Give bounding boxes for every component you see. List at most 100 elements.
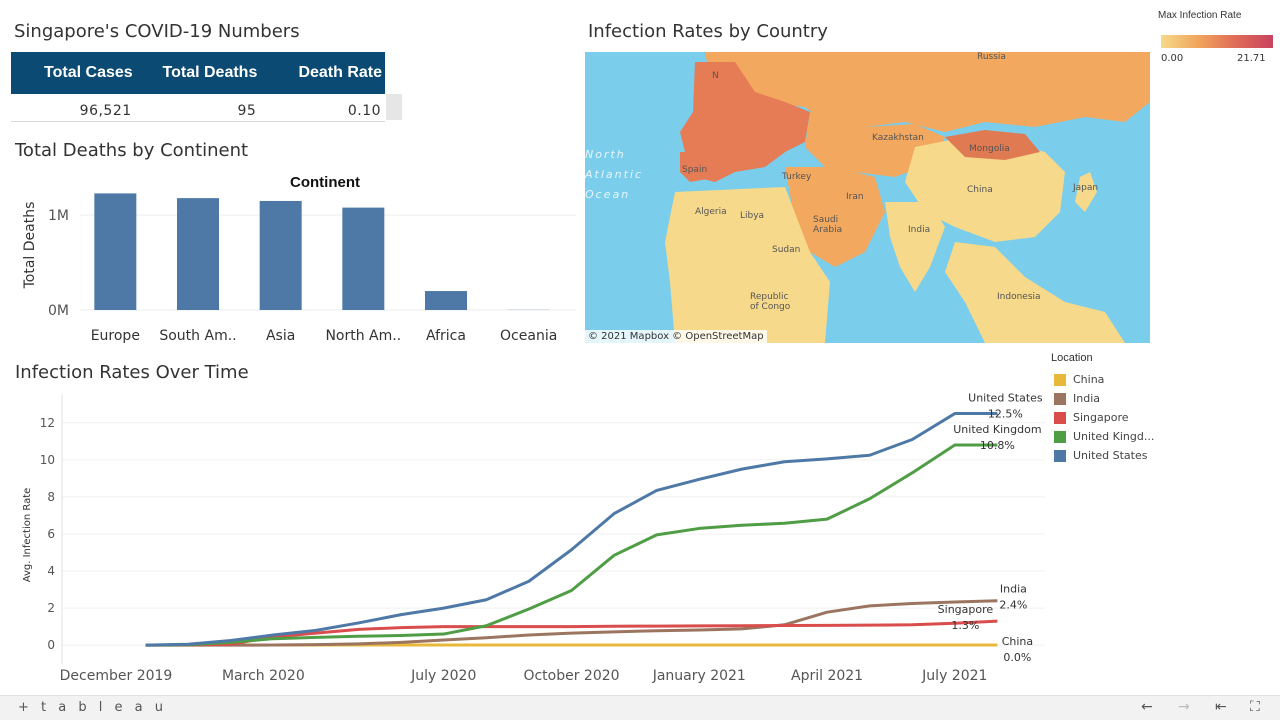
bar-y-tick-label: 1M [48, 208, 69, 224]
deaths-by-continent-chart[interactable]: Continent Total Deaths 0M 1M Europe South Am.… [0, 160, 580, 360]
bar-x-tick-label: Asia [266, 328, 295, 344]
map-label-libya: Libya [740, 211, 765, 221]
line-end-value-label: 10.8% [980, 439, 1015, 452]
line-series-united-kingd- [145, 443, 998, 647]
map-label-saudi-arabia: Saudi Arabia [813, 215, 843, 235]
line-x-tick-label: April 2021 [791, 668, 863, 684]
map-shapes [665, 52, 1150, 343]
map-label-indonesia: Indonesia [997, 292, 1041, 302]
line-x-tick-label: July 2021 [921, 668, 987, 684]
tableau-logo[interactable]: + t a b l e a u [18, 700, 167, 715]
bar-africa [425, 291, 467, 310]
middle-east-region[interactable] [785, 167, 885, 267]
legend-item-united-states[interactable]: United States [1051, 446, 1171, 465]
line-end-label: China [1002, 635, 1033, 648]
kpi-header-death-rate: Death Rate [298, 64, 383, 81]
legend-swatch-united-kingdom [1054, 430, 1066, 443]
russia-region[interactable] [705, 52, 1150, 132]
line-end-value-label: 0.0% [1003, 651, 1031, 664]
legend-label-united-states: United States [1073, 449, 1148, 462]
infection-rate-map[interactable]: North Atlantic Ocean Russia Kazakhstan M… [585, 52, 1150, 343]
line-x-tick-label: March 2020 [222, 668, 305, 684]
legend-swatch-india [1054, 392, 1066, 405]
legend-label-india: India [1073, 392, 1100, 405]
line-series-united-states [145, 412, 998, 647]
location-legend-title: Location [1051, 352, 1093, 364]
undo-icon[interactable]: ← [1141, 699, 1153, 715]
ocean-label-1: North [585, 148, 626, 161]
kpi-total-cases: 96,521 [79, 103, 132, 119]
line-y-tick-label: 4 [47, 564, 55, 578]
line-y-tick-label: 2 [47, 601, 55, 615]
map-label-iran: Iran [846, 192, 864, 202]
legend-item-singapore[interactable]: Singapore [1051, 408, 1171, 427]
map-label-turkey: Turkey [782, 172, 812, 182]
japan-region[interactable] [1075, 172, 1097, 212]
legend-item-india[interactable]: India [1051, 389, 1171, 408]
redo-icon[interactable]: → [1178, 699, 1190, 715]
line-end-label: United Kingdom [953, 423, 1041, 436]
kpi-value-row: 96,521 95 0.10 [11, 94, 385, 122]
africa-region[interactable] [665, 187, 830, 343]
line-series-india [145, 599, 998, 647]
line-x-tick-label: December 2019 [60, 668, 173, 684]
map-label-sudan: Sudan [772, 245, 801, 255]
line-y-tick-label: 8 [47, 490, 55, 504]
location-legend[interactable]: Location China India Singapore United Ki… [1051, 352, 1171, 465]
map-label-mongolia: Mongolia [969, 144, 1010, 154]
bar-chart-title: Total Deaths by Continent [15, 140, 249, 161]
map-label-n: N [712, 71, 719, 81]
revert-icon[interactable]: ⇤ [1215, 699, 1227, 715]
line-y-tick-label: 6 [47, 527, 55, 541]
map-label-congo: Republic of Congo [750, 292, 791, 312]
kpi-table: Total Cases Total Deaths Death Rate 96,5… [11, 52, 385, 122]
ocean-label-2: Atlantic [585, 168, 644, 181]
line-chart-title: Infection Rates Over Time [15, 362, 249, 383]
line-end-label: Singapore [938, 603, 994, 616]
legend-label-singapore: Singapore [1073, 411, 1129, 424]
legend-swatch-china [1054, 373, 1066, 386]
kpi-scrollbar[interactable] [386, 94, 402, 120]
line-end-label: United States [968, 392, 1043, 405]
bar-x-tick-label: Europe [91, 328, 140, 344]
bar-x-tick-label: Oceania [500, 328, 557, 344]
kpi-title: Singapore's COVID-19 Numbers [14, 21, 300, 42]
china-region[interactable] [905, 137, 1065, 242]
ocean-label-3: Ocean [585, 188, 631, 201]
mongolia-region[interactable] [945, 130, 1040, 160]
bar-y-tick-label: 0M [48, 303, 69, 319]
fullscreen-icon[interactable]: ⛶ [1250, 699, 1260, 715]
kpi-death-rate: 0.10 [347, 103, 382, 119]
line-end-value-label: 2.4% [999, 599, 1027, 612]
bar-south-am- [177, 198, 219, 310]
map-label-kazakhstan: Kazakhstan [872, 133, 924, 143]
infection-rates-over-time-chart[interactable]: Avg. Infection Rate 0 2 4 6 8 10 12 December 201… [0, 385, 1050, 695]
bar-north-am- [342, 207, 385, 310]
kpi-header-row: Total Cases Total Deaths Death Rate [11, 52, 385, 94]
line-y-axis-label: Avg. Infection Rate [22, 488, 33, 583]
infection-legend-min: 0.00 [1161, 53, 1184, 64]
legend-item-china[interactable]: China [1051, 370, 1171, 389]
map-credit[interactable]: © 2021 Mapbox © OpenStreetMap [585, 330, 767, 343]
iberia-region[interactable] [680, 152, 720, 182]
india-region[interactable] [885, 202, 945, 292]
map-title: Infection Rates by Country [588, 21, 828, 42]
bar-europe [94, 193, 137, 310]
line-y-tick-label: 10 [40, 453, 55, 467]
line-y-tick-label: 12 [40, 416, 55, 430]
map-label-india: India [908, 225, 931, 235]
infection-legend-ramp [1161, 35, 1273, 48]
bar-x-tick-label: South Am.. [159, 328, 236, 344]
southeast-asia-region[interactable] [945, 242, 1125, 343]
infection-rate-legend[interactable]: Max Infection Rate 0.00 21.71 [1150, 10, 1276, 64]
line-end-value-label: 1.3% [951, 619, 979, 632]
infection-legend-max: 21.71 [1237, 53, 1266, 64]
central-asia-region[interactable] [805, 112, 945, 177]
legend-label-united-kingdom: United Kingd... [1073, 430, 1155, 443]
map-label-china: China [967, 185, 993, 195]
kpi-header-total-deaths: Total Deaths [162, 64, 258, 81]
bar-asia [259, 200, 302, 310]
legend-item-united-kingdom[interactable]: United Kingd... [1051, 427, 1171, 446]
line-x-tick-label: July 2020 [410, 668, 476, 684]
map-label-spain: Spain [682, 165, 708, 175]
